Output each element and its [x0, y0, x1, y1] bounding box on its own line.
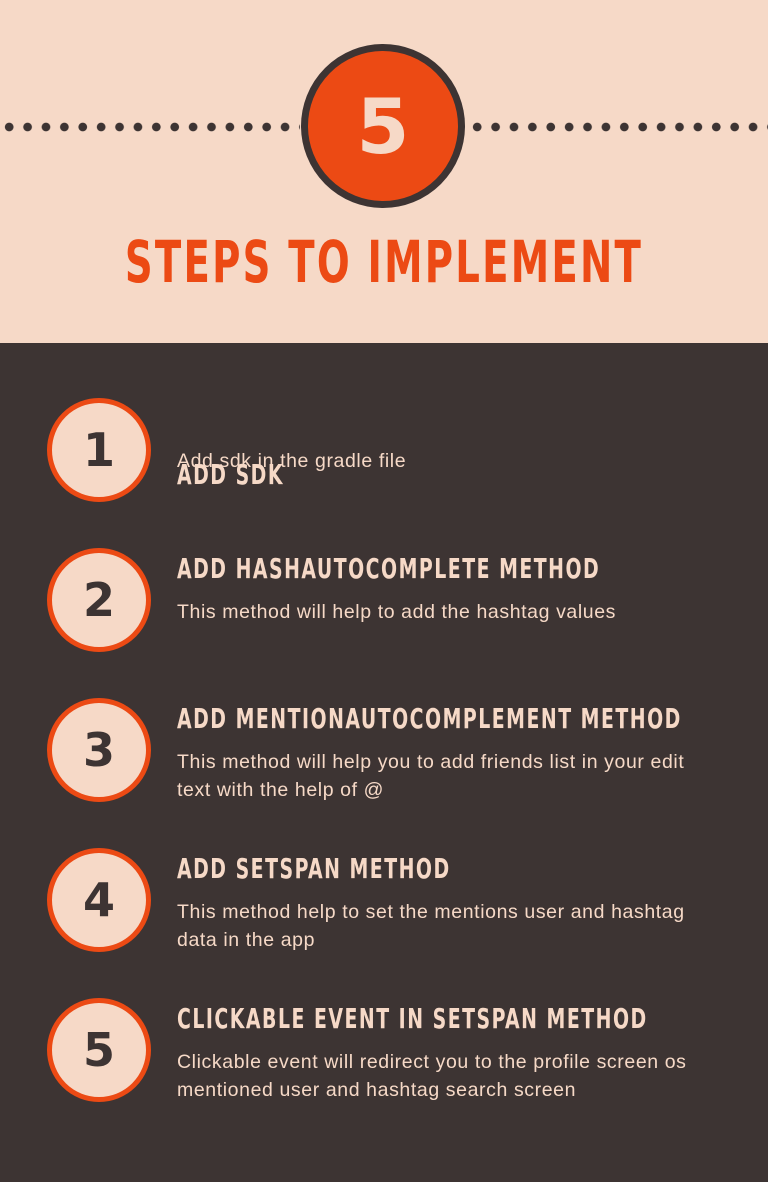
step-description: Clickable event will redirect you to the… — [177, 1051, 687, 1101]
step-heading: ADD SETSPAN METHOD — [177, 852, 451, 885]
step-number-badge: 1 — [47, 398, 151, 502]
dotted-line-right — [468, 120, 768, 134]
step-number-badge: 4 — [47, 848, 151, 952]
step-number-badge: 5 — [47, 998, 151, 1102]
step-description: This method will help you to add friends… — [177, 751, 685, 801]
step-heading: ADD SDK — [177, 458, 285, 491]
step-heading: ADD HASHAUTOCOMPLETE METHOD — [177, 552, 601, 585]
page-title: STEPS TO IMPLEMENT — [124, 228, 644, 296]
step-description: Add sdk in the gradle file — [177, 450, 407, 472]
step-number-badge: 3 — [47, 698, 151, 802]
header-section: 5 STEPS TO IMPLEMENT — [0, 0, 768, 343]
step-heading: CLICKABLE EVENT IN SETSPAN METHOD — [177, 1002, 648, 1035]
dotted-line-left — [0, 120, 300, 134]
step-description: This method help to set the mentions use… — [177, 901, 685, 951]
steps-count-badge: 5 — [301, 44, 465, 208]
step-heading: ADD MENTIONAUTOCOMPLEMENT METHOD — [177, 702, 682, 735]
step-number-badge: 2 — [47, 548, 151, 652]
step-description: This method will help to add the hashtag… — [177, 601, 617, 623]
